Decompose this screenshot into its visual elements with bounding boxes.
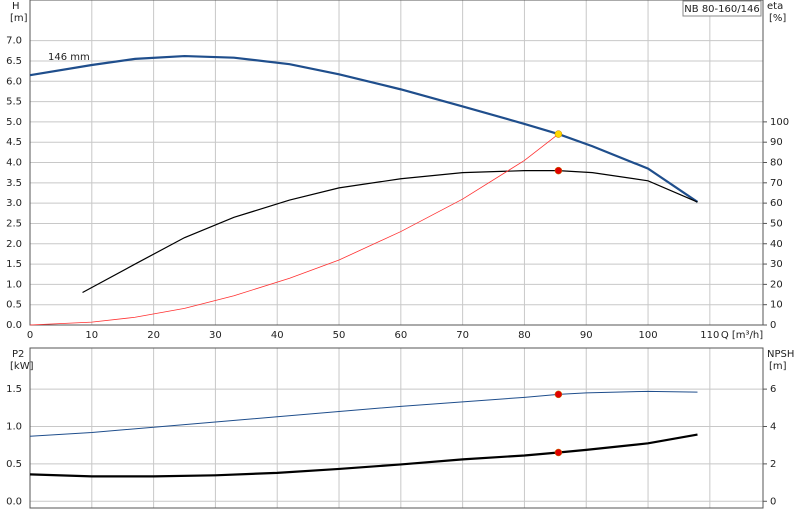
y-tick-label: 1.0 <box>6 422 22 433</box>
y-tick-label: 1.5 <box>6 384 22 395</box>
y2-tick-label: 2 <box>770 459 776 470</box>
x-axis-label: Q [m³/h] <box>721 330 763 341</box>
y2-tick-label: 90 <box>770 137 783 148</box>
y2-tick-label: 50 <box>770 218 783 229</box>
y-tick-label: 4.0 <box>6 158 22 169</box>
x-tick-label: 0 <box>27 330 33 341</box>
chart-title: NB 80-160/146 <box>684 4 759 15</box>
y2-axis-label: NPSH <box>767 349 794 360</box>
y2-tick-label: 6 <box>770 384 776 395</box>
y2-tick-label: 0 <box>770 320 776 331</box>
y-tick-label: 5.0 <box>6 117 22 128</box>
y-tick-label: 7.0 <box>6 36 22 47</box>
y-tick-label: 1.5 <box>6 259 22 270</box>
y-axis-label: P2 <box>12 349 24 360</box>
duty-point <box>554 130 563 138</box>
y-tick-label: 0.0 <box>6 496 22 507</box>
y-tick-label: 3.0 <box>6 198 22 209</box>
y2-tick-label: 4 <box>770 422 776 433</box>
y-axis-label: H <box>12 1 20 12</box>
y2-tick-label: 100 <box>770 117 789 128</box>
y2-tick-label: 40 <box>770 239 783 250</box>
curve <box>82 170 698 294</box>
y2-tick-label: 10 <box>770 300 783 311</box>
y-tick-label: 0.5 <box>6 459 22 470</box>
curve <box>29 433 698 478</box>
y-tick-label: 6.0 <box>6 76 22 87</box>
x-tick-label: 10 <box>85 330 98 341</box>
y-tick-label: 3.5 <box>6 178 22 189</box>
duty-point <box>554 448 563 457</box>
x-tick-label: 40 <box>271 330 284 341</box>
y-tick-label: 0.5 <box>6 300 22 311</box>
curve <box>29 133 559 326</box>
title-box <box>682 0 762 17</box>
plot-frame <box>29 0 764 326</box>
y-tick-label: 0.0 <box>6 320 22 331</box>
y2-tick-label: 0 <box>770 496 776 507</box>
plot-frame <box>29 347 764 509</box>
x-tick-label: 50 <box>333 330 346 341</box>
y2-axis-label: eta <box>767 1 783 12</box>
y-tick-label: 1.0 <box>6 279 22 290</box>
duty-point <box>554 390 563 399</box>
y2-tick-label: 80 <box>770 158 783 169</box>
y2-axis-unit: [m] <box>769 361 787 372</box>
x-tick-label: 90 <box>580 330 593 341</box>
x-tick-label: 100 <box>638 330 657 341</box>
y2-tick-label: 70 <box>770 178 783 189</box>
curve <box>29 54 699 203</box>
duty-point <box>554 166 563 175</box>
x-tick-label: 70 <box>456 330 469 341</box>
y-axis-unit: [kW] <box>10 361 34 372</box>
y-tick-label: 6.5 <box>6 56 22 67</box>
x-tick-label: 30 <box>209 330 222 341</box>
y2-tick-label: 30 <box>770 259 783 270</box>
y-tick-label: 2.0 <box>6 239 22 250</box>
x-tick-label: 80 <box>518 330 531 341</box>
y-tick-label: 5.5 <box>6 97 22 108</box>
x-tick-label: 110 <box>700 330 719 341</box>
y2-axis-unit: [%] <box>769 13 786 24</box>
curve <box>29 390 698 437</box>
y-axis-unit: [m] <box>10 13 28 24</box>
y-tick-label: 4.5 <box>6 137 22 148</box>
x-tick-label: 20 <box>147 330 160 341</box>
curve-label: 146 mm <box>48 52 90 63</box>
x-tick-label: 60 <box>394 330 407 341</box>
y-tick-label: 2.5 <box>6 218 22 229</box>
y2-tick-label: 60 <box>770 198 783 209</box>
y2-tick-label: 20 <box>770 279 783 290</box>
